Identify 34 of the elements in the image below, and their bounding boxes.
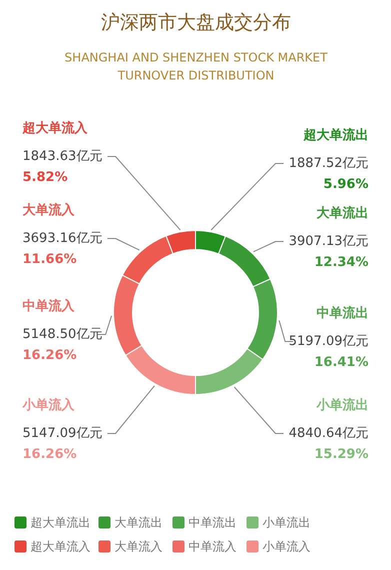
legend-label: 超大单流出 xyxy=(30,516,90,530)
slice-label: 中单流出 xyxy=(316,305,368,321)
data-label: 1887.52亿元 xyxy=(288,156,369,171)
data-label: 4840.64亿元 xyxy=(288,426,369,441)
category-label: 超大单流入 xyxy=(22,121,88,136)
data-label: 3907.13亿元 xyxy=(288,234,369,249)
legend-label: 小单流出 xyxy=(262,516,310,530)
text: 5.82% xyxy=(22,170,68,185)
legend-label: 超大单流入 xyxy=(30,540,90,554)
data-label: 5197.09亿元 xyxy=(288,334,369,349)
slice-label: 中单流入 xyxy=(22,298,76,314)
category-label: 小单流入 xyxy=(22,398,74,413)
data-label: 3693.16亿元 xyxy=(22,231,102,246)
text: 15.29% xyxy=(314,447,369,462)
legend-label: 中单流出 xyxy=(188,516,236,530)
category-label: 超大单流出 xyxy=(304,128,368,143)
text: 16.26% xyxy=(22,348,77,363)
data-label: 1843.63亿元 xyxy=(22,149,102,164)
category-label: 大单流入 xyxy=(22,203,74,218)
data-label: 5147.09亿元 xyxy=(22,426,102,441)
category-label: 小单流出 xyxy=(316,398,368,413)
text: 11.66% xyxy=(22,252,77,267)
text: 5.96% xyxy=(323,177,369,192)
text: 16.26% xyxy=(22,447,77,462)
chart-subtitle: SHANGHAI AND SHENZHEN STOCK MARKET TURNOVER DISTRIBUTION xyxy=(64,50,328,82)
chart-title: 沪深两市大盘成交分布 xyxy=(101,12,291,34)
data-label: 5148.50亿元 xyxy=(22,327,102,342)
legend-label: 大单流出 xyxy=(114,516,162,530)
legend-label: 小单流入 xyxy=(262,540,310,554)
legend-label: 中单流入 xyxy=(188,540,236,554)
category-label: 大单流出 xyxy=(316,206,368,221)
legend-label: 大单流入 xyxy=(114,540,162,554)
text: 12.34% xyxy=(314,255,369,270)
text: 16.41% xyxy=(314,355,369,370)
